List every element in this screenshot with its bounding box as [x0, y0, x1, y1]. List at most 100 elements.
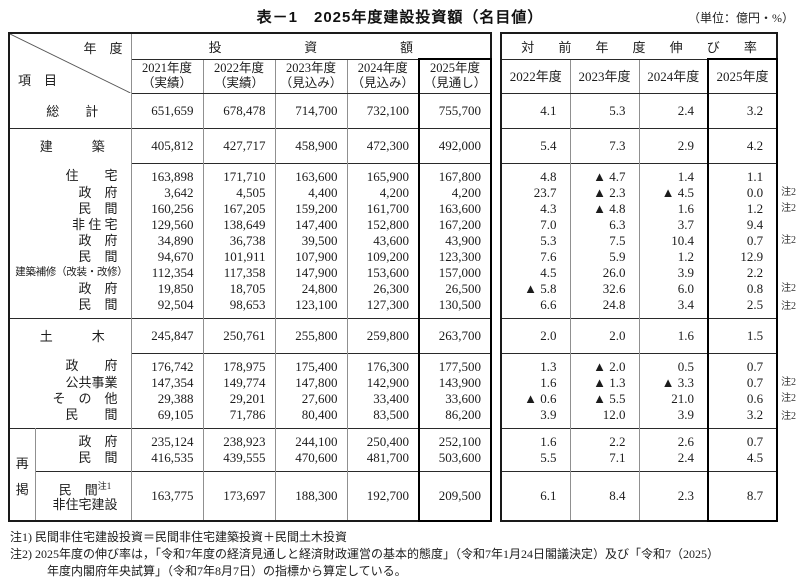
growth-value: 0.7	[707, 352, 779, 375]
invest-value: 4,200	[417, 184, 493, 201]
row-doboku-growth: 2.0 2.0 1.6 1.5	[500, 317, 779, 353]
row-label: 民 間	[65, 406, 118, 422]
growth-value: 6.0	[638, 280, 709, 297]
invest-value: 714,700	[274, 93, 347, 128]
row-hijutaku-seifu-growth: 5.3 7.5 10.4 0.7 注2	[500, 232, 796, 249]
row-doboku-minkan-invest: 民 間 69,105 71,786 80,400 83,500 86,200	[9, 406, 493, 428]
growth-value: 4.8	[500, 162, 571, 185]
corner-year-label: 年 度	[83, 41, 123, 56]
invest-value: 92,504	[130, 296, 203, 318]
invest-value: 26,300	[346, 280, 419, 297]
row-soukei-invest: 総 計 651,659 678,478 714,700 732,100 755,700	[9, 93, 493, 128]
row-hoshu-growth: 4.5 26.0 3.9 2.2	[500, 264, 779, 281]
growth-year-header-2022: 2022年度	[500, 59, 571, 94]
invest-value: 250,761	[202, 317, 275, 353]
row-label: 政 府	[78, 232, 118, 248]
year-header-2022: 2022年度 （実績）	[202, 59, 275, 94]
row-kokyojigyo-invest: 公共事業 147,354 149,774 147,800 142,900 143,900	[9, 374, 493, 391]
row-saikei-minkan-hijutaku-invest: 民 間注1 非住宅建設 163,775 173,697 188,300 192,700 20…	[9, 470, 493, 522]
row-saikei-minkan-growth: 5.5 7.1 2.4 4.5	[500, 449, 779, 471]
growth-value: 7.6	[500, 248, 571, 265]
invest-value: 263,700	[417, 317, 493, 353]
growth-value: ▲ 2.3	[569, 184, 640, 201]
growth-value: 2.9	[638, 127, 709, 163]
invest-value: 43,600	[346, 232, 419, 249]
invest-value: 147,354	[130, 374, 203, 391]
margin-note-ref: 注2	[781, 301, 797, 312]
growth-value: 2.4	[638, 93, 709, 128]
invest-value: 147,800	[274, 374, 347, 391]
tables-row: 年 度 項 目 投資額 2021年度 （実績） 2022年度 （実績）	[8, 32, 800, 522]
row-hoshu-minkan-growth: 6.6 24.8 3.4 2.5 注2	[500, 296, 796, 318]
invest-value: 176,742	[130, 352, 203, 375]
growth-value: 9.4	[707, 216, 779, 233]
invest-value: 4,200	[346, 184, 419, 201]
growth-value: 5.3	[500, 232, 571, 249]
growth-value: 0.7 注2	[707, 232, 796, 249]
growth-value: ▲ 5.8	[500, 280, 571, 297]
invest-value: 439,555	[202, 449, 275, 471]
row-doboku-seifu-invest: 政 府 176,742 178,975 175,400 176,300 177,500	[9, 352, 493, 375]
row-label: 非 住 宅	[71, 216, 118, 232]
row-sonota-invest: そ の 他 29,388 29,201 27,600 33,400 33,600	[9, 390, 493, 407]
row-hijutaku-minkan-growth: 7.6 5.9 1.2 12.9	[500, 248, 779, 265]
invest-value: 161,700	[346, 200, 419, 217]
footnote-2-line1: 注2) 2025年度の伸び率は，「令和7年度の経済見通しと経済財政運営の基本的態…	[10, 547, 720, 561]
growth-value: 12.0	[569, 406, 640, 428]
growth-value: 8.4	[569, 470, 640, 521]
saikei-vertical-label: 再掲	[9, 427, 36, 521]
invest-value: 147,400	[274, 216, 347, 233]
invest-value: 33,600	[417, 390, 493, 407]
row-jutaku-minkan-invest: 民 間 160,256 167,205 159,200 161,700 163,600	[9, 200, 493, 217]
invest-value: 71,786	[202, 406, 275, 428]
footnote-1: 注1) 民間非住宅建設投資＝民間非住宅建築投資＋民間土木投資	[10, 530, 347, 544]
invest-value: 163,600	[417, 200, 493, 217]
row-hoshu-minkan-invest: 民 間 92,504 98,653 123,100 127,300 130,500	[9, 296, 493, 318]
row-sonota-growth: ▲ 0.6 ▲ 5.5 21.0 0.6 注2	[500, 390, 796, 407]
invest-value: 481,700	[346, 449, 419, 471]
year-header-2025: 2025年度 （見通し）	[417, 58, 493, 94]
invest-value: 458,900	[274, 127, 347, 163]
invest-value: 24,800	[274, 280, 347, 297]
row-hoshu-invest: 建築補修（改装・改修） 112,354 117,358 147,900 153,600 1…	[9, 264, 493, 281]
invest-value: 732,100	[346, 93, 419, 128]
growth-value: 1.3	[500, 352, 571, 375]
growth-value: 10.4	[638, 232, 709, 249]
invest-value: 142,900	[346, 374, 419, 391]
unit-note: （単位：億円・%）	[688, 11, 794, 25]
growth-value: 6.6	[500, 296, 571, 318]
row-label: 政 府	[78, 184, 118, 200]
invest-value: 472,300	[346, 127, 419, 163]
growth-value: 4.5	[500, 264, 571, 281]
growth-value: 0.0 注2	[707, 184, 796, 201]
row-jutaku-seifu-invest: 政 府 3,642 4,505 4,400 4,200 4,200	[9, 184, 493, 201]
invest-value: 19,850	[130, 280, 203, 297]
invest-value: 255,800	[274, 317, 347, 353]
growth-value: 3.4	[638, 296, 709, 318]
row-label: 民 間	[78, 296, 118, 312]
invest-value: 153,600	[346, 264, 419, 281]
invest-value: 123,100	[274, 296, 347, 318]
growth-value: 1.6	[500, 427, 571, 450]
row-hijutaku-growth: 7.0 6.3 3.7 9.4	[500, 216, 779, 233]
row-label: 土 木	[9, 317, 131, 353]
growth-value: 8.7	[707, 470, 779, 522]
row-label: 政 府	[65, 358, 118, 374]
row-saikei-minkan-invest: 民 間 416,535 439,555 470,600 481,700 503,600	[9, 449, 493, 471]
corner-cell: 年 度 項 目	[9, 33, 132, 93]
invest-value: 127,300	[346, 296, 419, 318]
invest-value: 69,105	[130, 406, 203, 428]
invest-value: 192,700	[346, 470, 419, 521]
invest-value: 244,100	[274, 427, 347, 450]
invest-value: 245,847	[130, 317, 203, 353]
invest-value: 123,300	[417, 248, 493, 265]
growth-value: 2.4	[638, 449, 709, 471]
row-label: 政 府	[35, 427, 131, 450]
margin-note-ref: 注2	[781, 411, 797, 422]
title-bar: 表－1 2025年度建設投資額（名目値） （単位：億円・%）	[0, 0, 800, 26]
row-doboku-invest: 土 木 245,847 250,761 255,800 259,800 263,700	[9, 317, 493, 353]
invest-value: 26,500	[417, 280, 493, 297]
growth-value: 3.7	[638, 216, 709, 233]
growth-value: 32.6	[569, 280, 640, 297]
year-header-2023: 2023年度 （見込み）	[274, 59, 347, 94]
